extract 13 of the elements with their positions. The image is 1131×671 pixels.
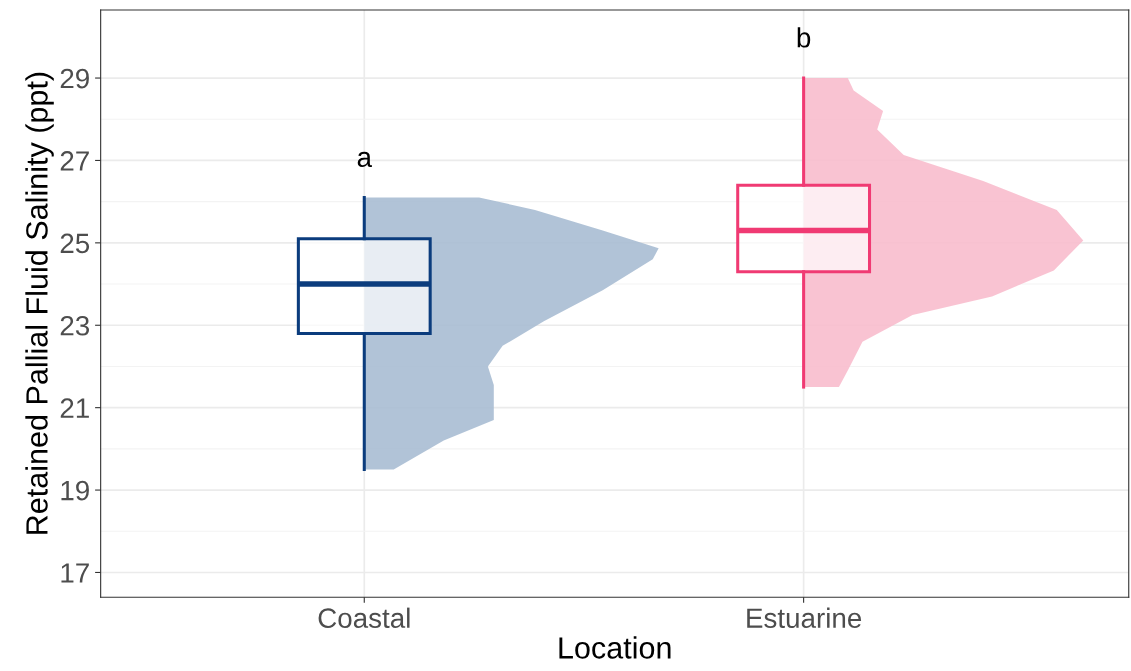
x-tick-label: Coastal — [318, 607, 410, 629]
y-tick-label: 29 — [60, 68, 89, 89]
y-tick-label: 27 — [60, 151, 89, 171]
x-tick-label: Estuarine — [747, 607, 862, 629]
x-axis-title: Location — [559, 636, 671, 659]
y-tick-label: 25 — [60, 233, 90, 254]
y-tick-label: 23 — [60, 315, 90, 336]
y-tick-label: 19 — [61, 480, 89, 501]
y-tick-label: 17 — [61, 563, 89, 583]
y-axis-title: Retained Pallial Fluid Salinity (ppt) — [25, 72, 54, 534]
annotation: a — [357, 151, 372, 168]
y-tick-label: 21 — [60, 398, 89, 418]
annotation: b — [797, 27, 811, 48]
